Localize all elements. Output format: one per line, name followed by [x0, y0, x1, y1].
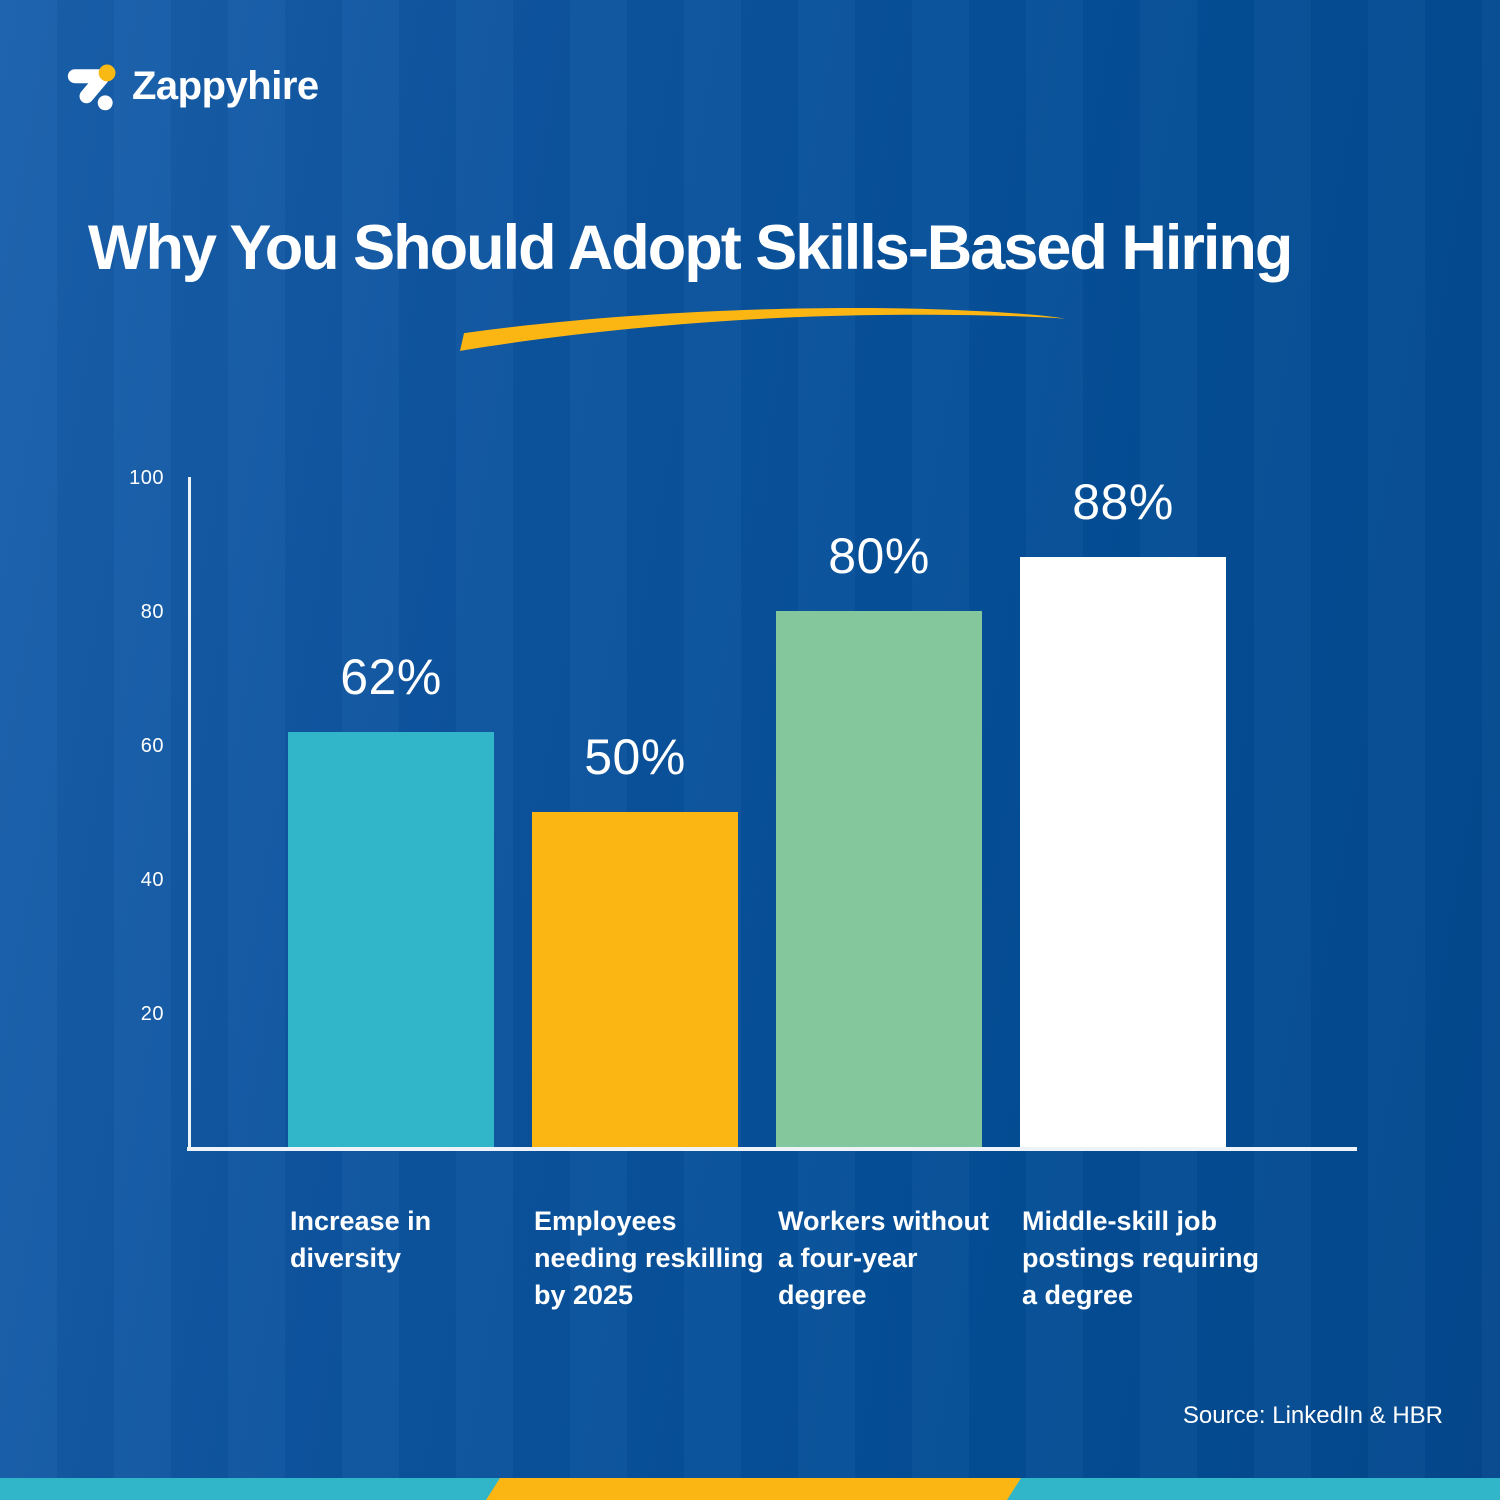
category-label-middle-skill-job-postings: Middle-skill job postings requiring a de…: [1022, 1206, 1260, 1310]
y-axis-line: [188, 477, 191, 1151]
bar-value-label: 80%: [828, 528, 930, 584]
footer-stripe-yellow: [486, 1478, 1021, 1500]
bar-value-label: 88%: [1072, 474, 1174, 530]
swoosh-path: [460, 308, 1065, 351]
brand-logo: Zappyhire: [66, 58, 319, 114]
x-axis-line: [187, 1147, 1357, 1151]
bar-value-label: 50%: [584, 729, 686, 785]
page-title: Why You Should Adopt Skills-Based Hiring: [88, 213, 1293, 283]
y-tick-80: 80: [140, 601, 164, 623]
logo-white-dot: [97, 95, 113, 111]
bar-value-label: 62%: [340, 649, 442, 705]
y-tick-20: 20: [140, 1003, 164, 1025]
brand-name: Zappyhire: [132, 63, 319, 108]
bar-employees-needing-reskilling: [532, 812, 738, 1147]
bar-chart: 100 80 60 40 20 62% 50% 80% 88%: [129, 467, 1357, 1151]
y-tick-100: 100: [129, 467, 164, 489]
bar-workers-without-degree: [776, 611, 982, 1147]
category-label-increase-in-diversity: Increase in diversity: [290, 1206, 432, 1273]
zappyhire-logo-icon: [67, 64, 116, 111]
logo-yellow-dot: [98, 64, 116, 82]
source-text: Source: LinkedIn & HBR: [1182, 1402, 1443, 1429]
category-label-workers-without-degree: Workers without a four-year degree: [778, 1206, 990, 1310]
bar-increase-in-diversity: [288, 732, 494, 1147]
category-label-employees-needing-reskilling: Employees needing reskilling by 2025: [534, 1206, 764, 1310]
y-tick-40: 40: [140, 869, 164, 891]
bar-middle-skill-job-postings: [1020, 557, 1226, 1147]
y-tick-60: 60: [140, 735, 164, 757]
title-underline-swoosh: [460, 308, 1065, 351]
